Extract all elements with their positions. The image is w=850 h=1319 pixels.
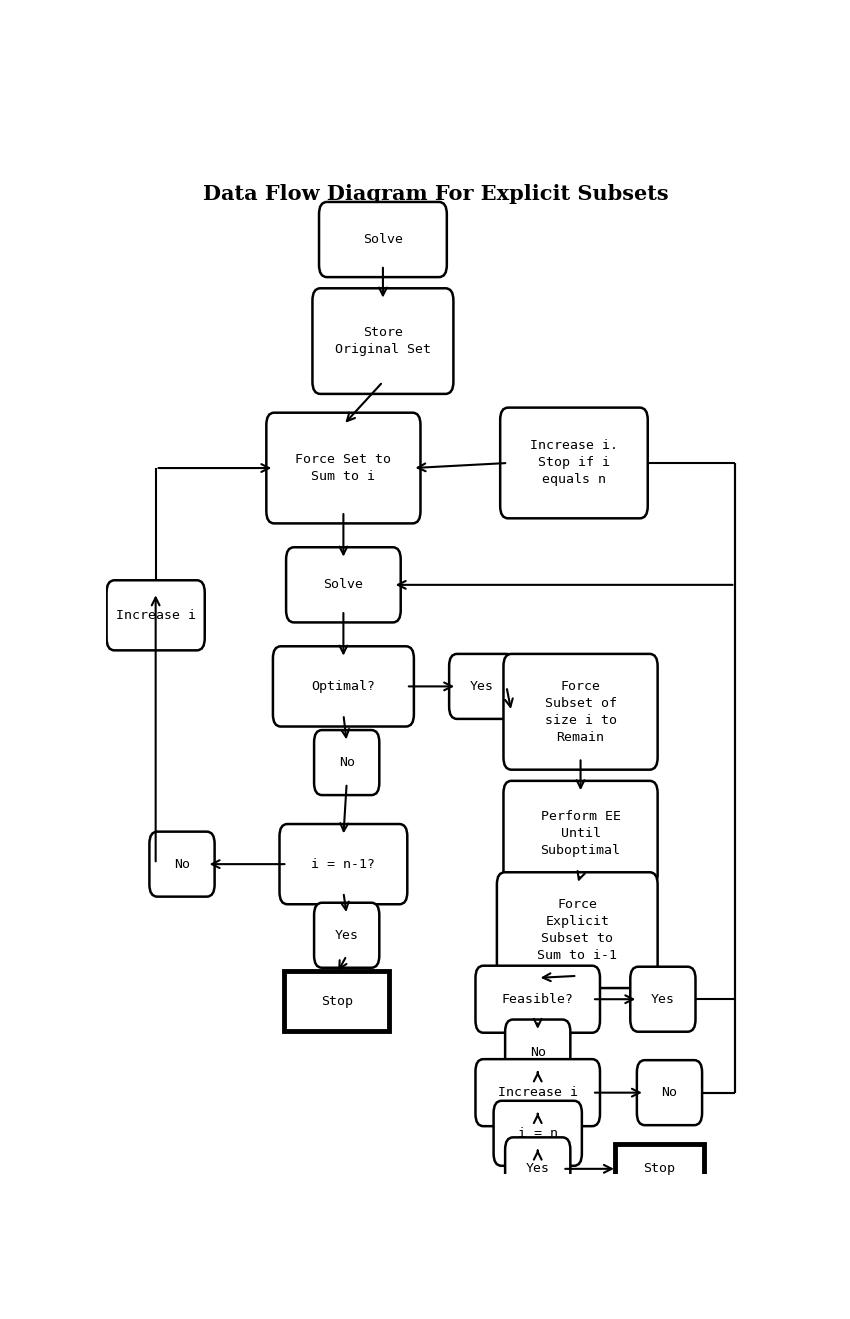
FancyBboxPatch shape — [314, 902, 379, 968]
FancyBboxPatch shape — [497, 872, 658, 988]
Text: Force
Explicit
Subset to
Sum to i-1: Force Explicit Subset to Sum to i-1 — [537, 898, 617, 962]
FancyBboxPatch shape — [280, 824, 407, 905]
Text: No: No — [338, 756, 354, 769]
Text: Yes: Yes — [526, 1162, 550, 1175]
Text: Increase i.
Stop if i
equals n: Increase i. Stop if i equals n — [530, 439, 618, 487]
FancyBboxPatch shape — [494, 1101, 582, 1166]
Text: Yes: Yes — [335, 929, 359, 942]
Text: i = n: i = n — [518, 1126, 558, 1140]
Text: No: No — [174, 857, 190, 871]
FancyBboxPatch shape — [314, 731, 379, 795]
FancyBboxPatch shape — [503, 654, 658, 770]
Text: Increase i: Increase i — [116, 609, 196, 621]
Text: Data Flow Diagram For Explicit Subsets: Data Flow Diagram For Explicit Subsets — [203, 183, 668, 204]
FancyBboxPatch shape — [615, 1144, 704, 1194]
FancyBboxPatch shape — [273, 646, 414, 727]
FancyBboxPatch shape — [631, 967, 695, 1031]
FancyBboxPatch shape — [500, 408, 648, 518]
Text: Yes: Yes — [470, 679, 494, 692]
Text: Stop: Stop — [643, 1162, 676, 1175]
Text: Store
Original Set: Store Original Set — [335, 326, 431, 356]
FancyBboxPatch shape — [150, 832, 214, 897]
FancyBboxPatch shape — [505, 1137, 570, 1200]
Text: Feasible?: Feasible? — [502, 993, 574, 1005]
Text: i = n-1?: i = n-1? — [311, 857, 376, 871]
Text: Force
Subset of
size i to
Remain: Force Subset of size i to Remain — [545, 679, 616, 744]
Text: Increase i: Increase i — [498, 1086, 578, 1099]
FancyBboxPatch shape — [505, 1020, 570, 1084]
Text: Perform EE
Until
Suboptimal: Perform EE Until Suboptimal — [541, 810, 620, 857]
FancyBboxPatch shape — [285, 971, 389, 1031]
Text: Optimal?: Optimal? — [311, 679, 376, 692]
Text: Solve: Solve — [323, 578, 364, 591]
FancyBboxPatch shape — [475, 1059, 600, 1126]
FancyBboxPatch shape — [503, 781, 658, 886]
FancyBboxPatch shape — [286, 547, 400, 623]
FancyBboxPatch shape — [449, 654, 514, 719]
Text: Stop: Stop — [320, 995, 353, 1008]
Text: Force Set to
Sum to i: Force Set to Sum to i — [296, 452, 391, 483]
FancyBboxPatch shape — [319, 202, 447, 277]
Text: Yes: Yes — [651, 993, 675, 1005]
Text: Solve: Solve — [363, 233, 403, 247]
FancyBboxPatch shape — [637, 1060, 702, 1125]
Text: No: No — [530, 1046, 546, 1059]
Text: No: No — [661, 1086, 677, 1099]
FancyBboxPatch shape — [106, 580, 205, 650]
FancyBboxPatch shape — [313, 289, 453, 394]
FancyBboxPatch shape — [475, 966, 600, 1033]
FancyBboxPatch shape — [266, 413, 421, 524]
